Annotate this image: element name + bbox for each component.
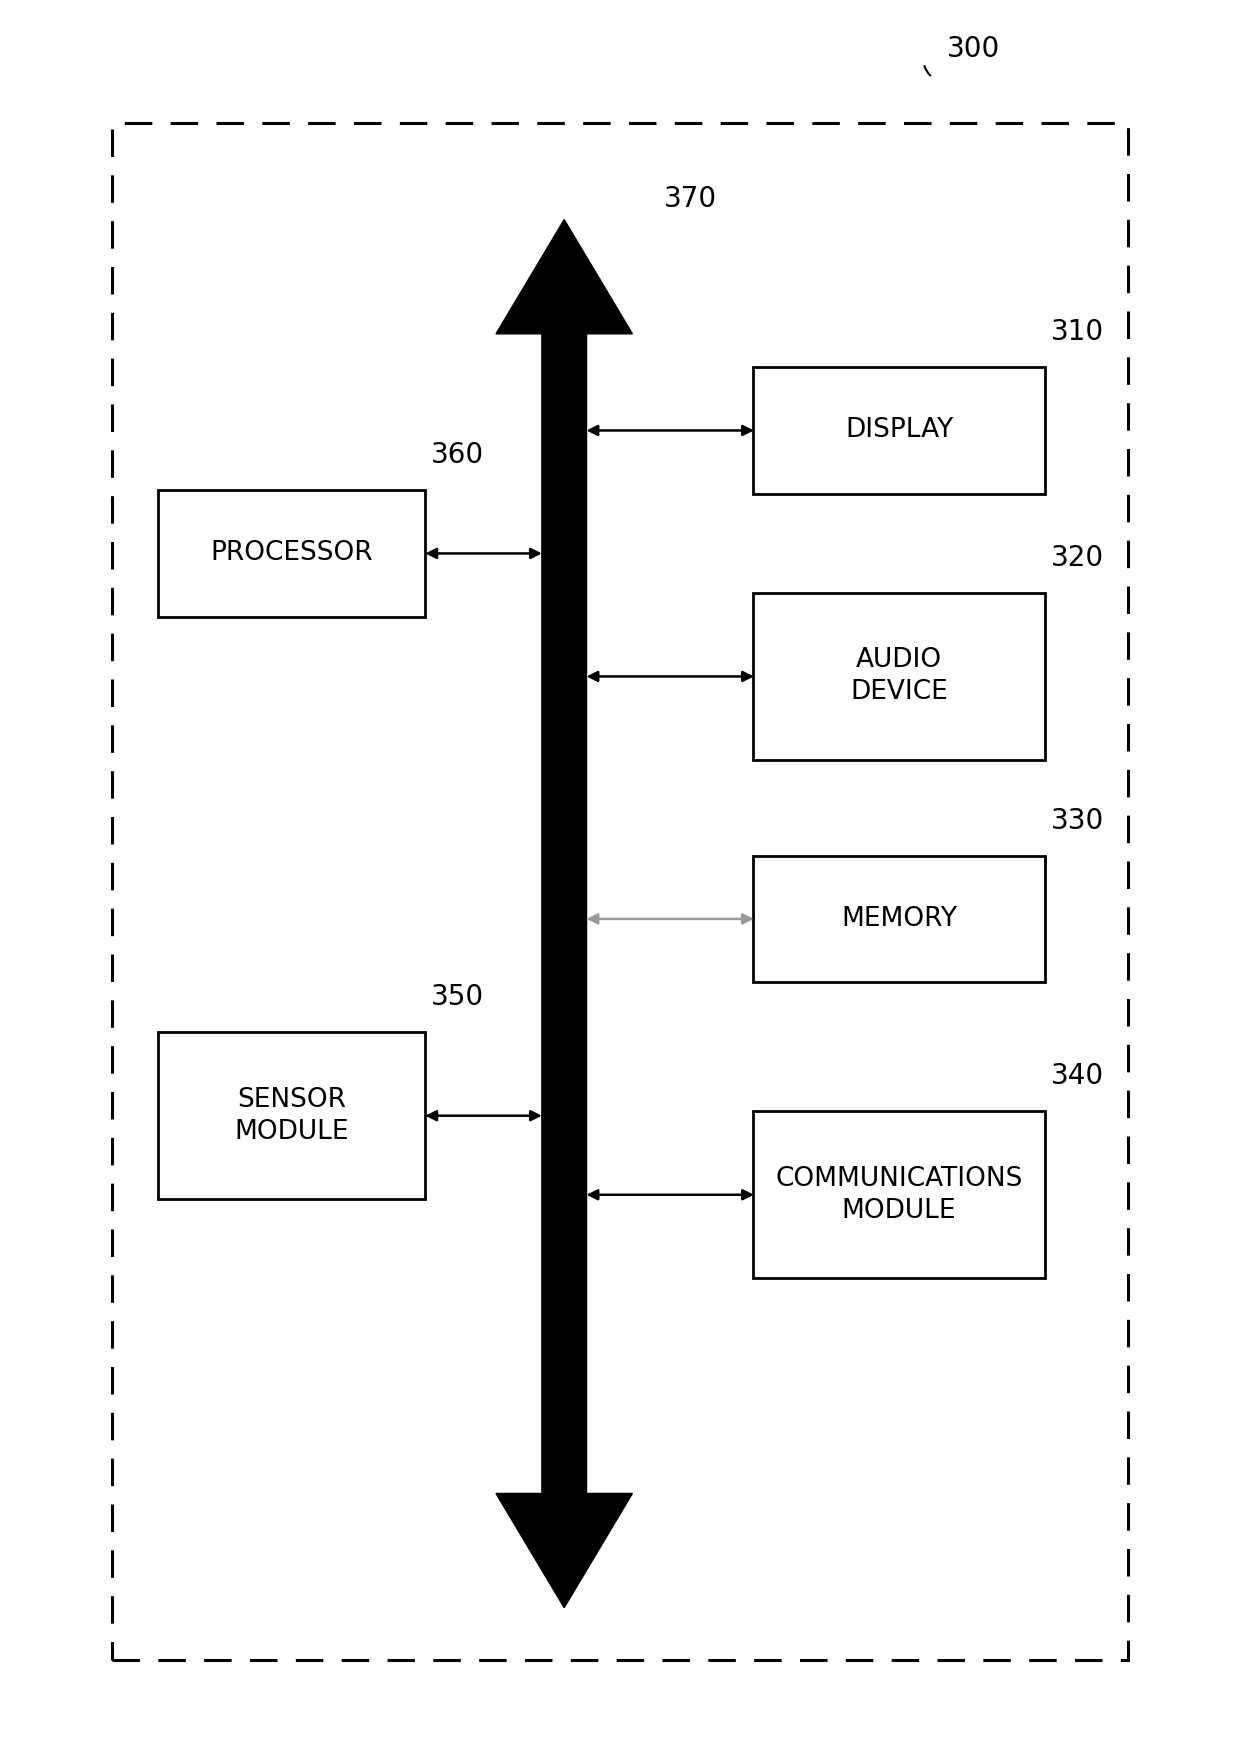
Text: PROCESSOR: PROCESSOR <box>210 541 373 566</box>
Text: MEMORY: MEMORY <box>841 907 957 931</box>
Text: 320: 320 <box>1052 545 1104 573</box>
Text: 350: 350 <box>432 984 484 1012</box>
Text: 310: 310 <box>1052 318 1104 346</box>
FancyBboxPatch shape <box>159 490 424 617</box>
Polygon shape <box>496 220 632 1608</box>
Text: 360: 360 <box>432 441 484 469</box>
Text: 340: 340 <box>1052 1063 1104 1089</box>
Text: DISPLAY: DISPLAY <box>844 418 954 443</box>
FancyBboxPatch shape <box>112 123 1128 1660</box>
Text: SENSOR
MODULE: SENSOR MODULE <box>234 1086 348 1146</box>
FancyBboxPatch shape <box>753 856 1044 982</box>
FancyBboxPatch shape <box>753 1110 1044 1279</box>
Text: 300: 300 <box>947 35 999 63</box>
FancyBboxPatch shape <box>753 367 1044 494</box>
FancyBboxPatch shape <box>753 592 1044 759</box>
Text: 330: 330 <box>1052 806 1104 835</box>
Text: COMMUNICATIONS
MODULE: COMMUNICATIONS MODULE <box>775 1165 1023 1225</box>
Text: AUDIO
DEVICE: AUDIO DEVICE <box>851 647 947 706</box>
FancyBboxPatch shape <box>159 1033 424 1198</box>
Text: 370: 370 <box>663 184 717 213</box>
